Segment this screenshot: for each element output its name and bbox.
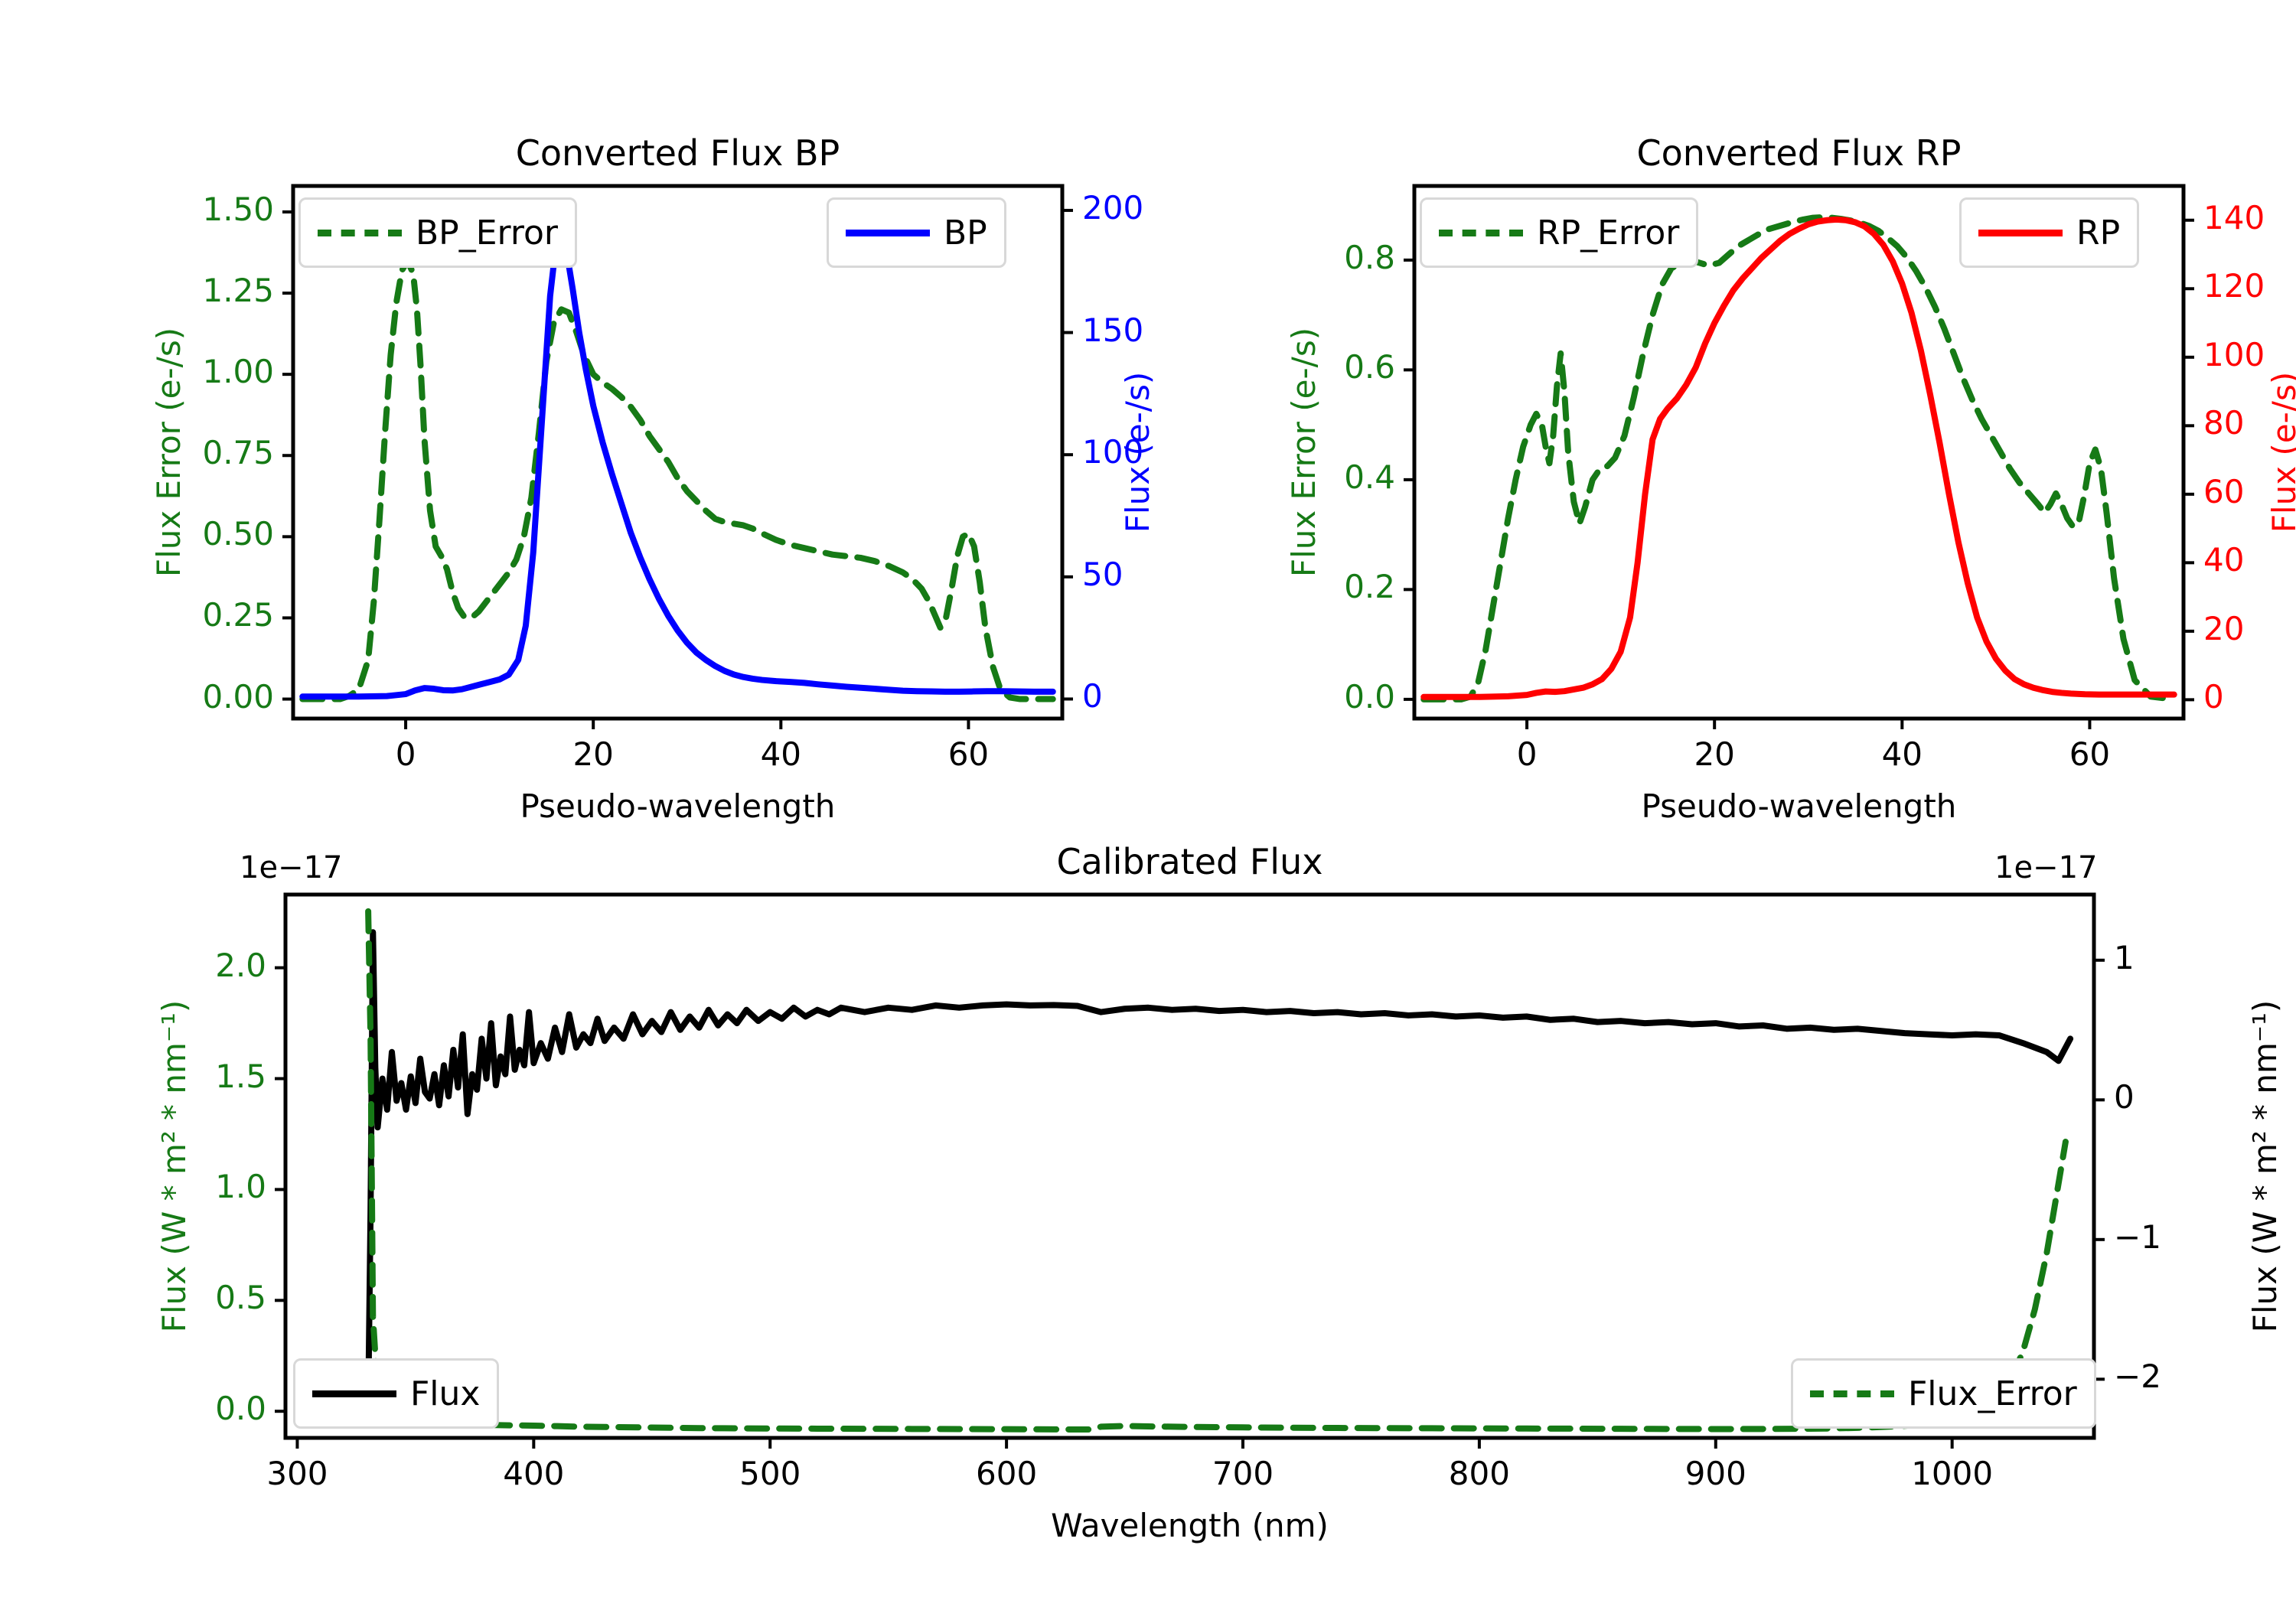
rp-xtick-label: 20 xyxy=(1694,735,1735,773)
rp-legend-label-right: RP xyxy=(2076,213,2121,253)
calibrated-yaxis-label-right: Flux (W * m² * nm⁻¹) xyxy=(2246,999,2284,1333)
rp-ytick-label-right: 40 xyxy=(2203,541,2245,579)
rp-xtick-label: 60 xyxy=(2069,735,2111,773)
calibrated-ytick-label-left: 0.0 xyxy=(215,1390,266,1428)
calibrated-ytick-label-left: 0.5 xyxy=(215,1279,266,1317)
calibrated-title: Calibrated Flux xyxy=(1056,841,1323,882)
bp-ytick-label-right: 50 xyxy=(1082,555,1124,593)
rp-legend-left[interactable]: RP_Error xyxy=(1420,197,1699,268)
rp-title: Converted Flux RP xyxy=(1636,132,1962,174)
rp-ytick-label-left: 0.8 xyxy=(1344,238,1395,276)
rp-xaxis-label: Pseudo-wavelength xyxy=(1641,787,1957,825)
rp-axes-frame xyxy=(1412,184,2186,721)
rp-ytick-label-right: 60 xyxy=(2203,472,2245,510)
bp-xtick-label: 60 xyxy=(947,735,990,773)
bp-xtick-label: 0 xyxy=(395,735,416,773)
rp-ytick-label-left: 0.0 xyxy=(1344,677,1395,715)
rp-legend-right[interactable]: RP xyxy=(1959,197,2140,268)
bp-ytick-label-left: 0.50 xyxy=(202,515,274,553)
rp-xtick-label: 40 xyxy=(1881,735,1923,773)
bp-ytick-label-left: 1.50 xyxy=(202,190,274,228)
rp-ytick-label-right: 20 xyxy=(2203,609,2245,647)
calibrated-xtick-label: 1000 xyxy=(1911,1455,1994,1492)
bp-xtick-label: 20 xyxy=(572,735,614,773)
rp-ytick-label-left: 0.2 xyxy=(1344,568,1395,606)
calibrated-legend-left[interactable]: Flux xyxy=(293,1358,500,1429)
calibrated-ytick-label-right: −1 xyxy=(2114,1217,2161,1256)
calibrated-axes-frame xyxy=(283,892,2096,1440)
calibrated-xaxis-label: Wavelength (nm) xyxy=(1051,1507,1329,1544)
rp-ytick-label-left: 0.4 xyxy=(1344,458,1395,496)
calibrated-legend-right[interactable]: Flux_Error xyxy=(1791,1358,2096,1429)
calibrated-legend-label-right: Flux_Error xyxy=(1908,1374,2077,1413)
bp-ytick-label-left: 0.75 xyxy=(202,434,274,472)
calibrated-series-flux xyxy=(365,929,2074,1410)
dashed-line-swatch-icon xyxy=(1439,229,1523,236)
bp-xtick-label: 40 xyxy=(760,735,802,773)
bp-ytick-label-right: 0 xyxy=(1082,677,1103,715)
bp-axes-frame xyxy=(291,184,1065,721)
calibrated-offset-text-right: 1e−17 xyxy=(1994,850,2098,885)
solid-line-swatch-icon xyxy=(312,1390,396,1397)
bp-legend-label-left: BP_Error xyxy=(416,213,558,253)
rp-series-rp_error xyxy=(1420,214,2177,702)
calibrated-xtick-label: 600 xyxy=(976,1455,1038,1492)
dashed-line-swatch-icon xyxy=(1810,1390,1894,1397)
calibrated-offset-text-left: 1e−17 xyxy=(240,850,343,885)
bp-xaxis-label: Pseudo-wavelength xyxy=(520,787,836,825)
calibrated-ytick-label-right: −2 xyxy=(2114,1358,2161,1396)
rp-series-rp xyxy=(1420,216,2177,700)
bp-ytick-label-left: 0.00 xyxy=(202,677,274,715)
calibrated-xtick-label: 500 xyxy=(739,1455,801,1492)
dashed-line-swatch-icon xyxy=(318,229,402,236)
calibrated-xtick-label: 700 xyxy=(1212,1455,1274,1492)
rp-ytick-label-right: 100 xyxy=(2203,335,2265,373)
bp-legend-left[interactable]: BP_Error xyxy=(298,197,577,268)
bp-ytick-label-left: 1.00 xyxy=(202,353,274,391)
calibrated-xtick-label: 300 xyxy=(266,1455,328,1492)
bp-ytick-label-right: 200 xyxy=(1082,188,1144,227)
calibrated-xtick-label: 900 xyxy=(1684,1455,1746,1492)
bp-legend-label-right: BP xyxy=(944,213,987,253)
calibrated-series-flux_error xyxy=(365,908,2069,1433)
calibrated-legend-label-left: Flux xyxy=(410,1374,481,1413)
calibrated-xtick-label: 800 xyxy=(1448,1455,1510,1492)
rp-legend-label-left: RP_Error xyxy=(1537,213,1680,253)
rp-ytick-label-right: 140 xyxy=(2203,198,2265,236)
calibrated-ytick-label-right: 0 xyxy=(2114,1078,2135,1116)
bp-series-bp xyxy=(299,234,1056,700)
rp-ytick-label-left: 0.6 xyxy=(1344,348,1395,386)
calibrated-xtick-label: 400 xyxy=(503,1455,565,1492)
bp-ytick-label-left: 0.25 xyxy=(202,596,274,634)
calibrated-ytick-label-right: 1 xyxy=(2114,938,2135,976)
bp-series-bp_error xyxy=(299,257,1056,702)
calibrated-yaxis-label-left: Flux (W * m² * nm⁻¹) xyxy=(155,999,193,1333)
rp-ytick-label-right: 120 xyxy=(2203,267,2265,305)
calibrated-ytick-label-left: 2.0 xyxy=(215,946,266,984)
calibrated-ytick-label-left: 1.5 xyxy=(215,1057,266,1095)
rp-ytick-label-right: 0 xyxy=(2203,678,2224,716)
bp-title: Converted Flux BP xyxy=(515,132,840,174)
solid-line-swatch-icon xyxy=(1978,229,2063,236)
calibrated-ytick-label-left: 1.0 xyxy=(215,1168,266,1206)
solid-line-swatch-icon xyxy=(846,229,930,236)
bp-ytick-label-left: 1.25 xyxy=(202,272,274,310)
bp-ytick-label-right: 150 xyxy=(1082,311,1144,349)
rp-ytick-label-right: 80 xyxy=(2203,404,2245,442)
bp-legend-right[interactable]: BP xyxy=(827,197,1006,268)
rp-xtick-label: 0 xyxy=(1516,735,1538,773)
bp-ytick-label-right: 100 xyxy=(1082,433,1144,471)
